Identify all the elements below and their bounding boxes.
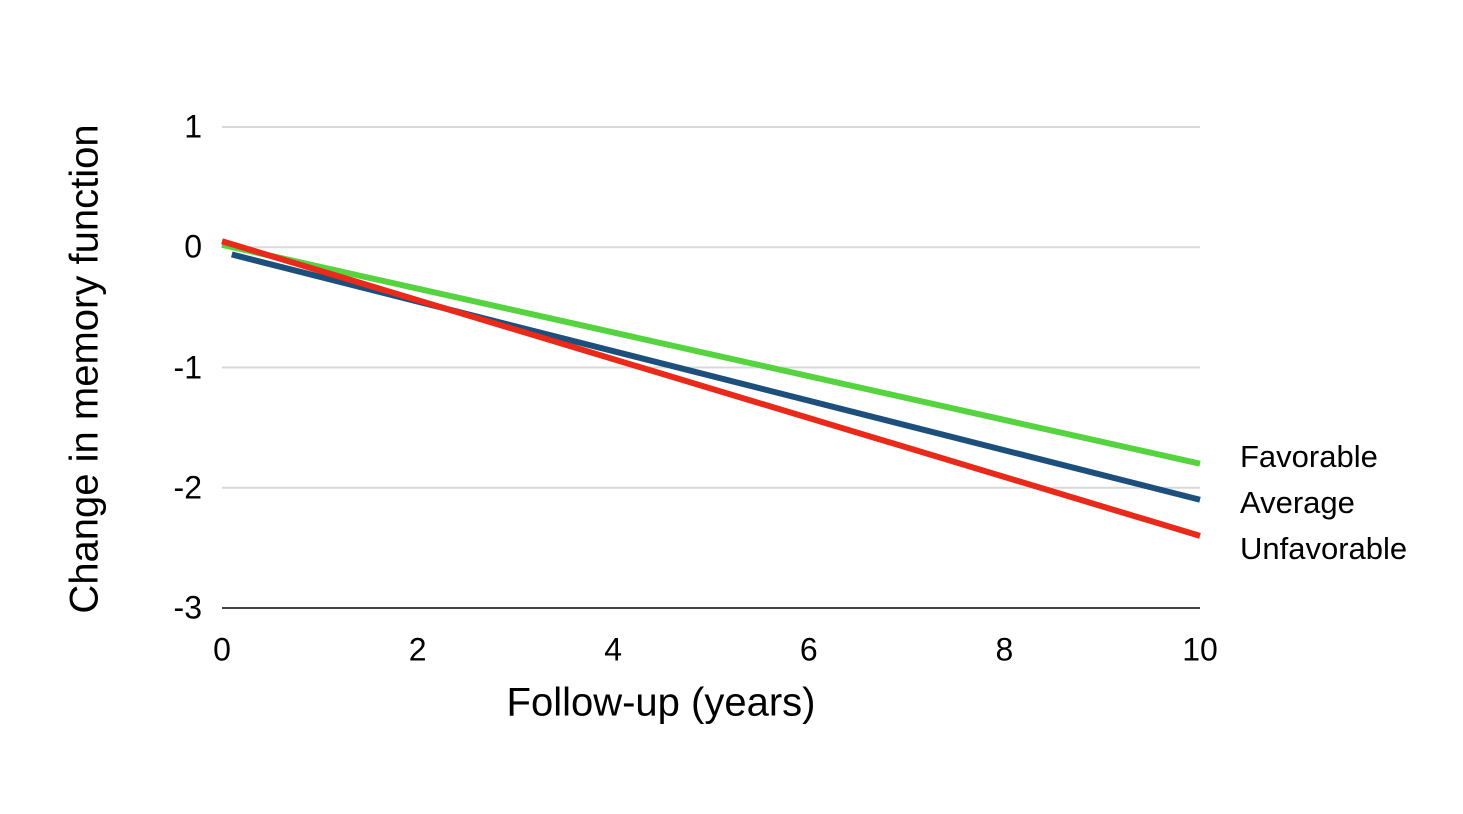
x-tick-label-8: 8 (995, 631, 1014, 668)
y-tick-label-0: 0 (184, 228, 202, 265)
y-axis-label: Change in memory function (62, 124, 107, 614)
series-line-unfavorable (221, 238, 1201, 539)
legend-label-average: Average (1240, 485, 1355, 520)
y-tick-label-1: 1 (184, 108, 202, 145)
series-line-average (231, 251, 1201, 503)
series-line-favorable (221, 241, 1201, 467)
x-tick-label-2: 2 (408, 631, 427, 668)
legend-label-favorable: Favorable (1240, 439, 1378, 474)
x-tick-label-6: 6 (799, 631, 818, 668)
legend-label-unfavorable: Unfavorable (1240, 531, 1408, 566)
y-tick-label--2: -2 (173, 469, 202, 506)
y-tick-label--3: -3 (173, 589, 202, 626)
x-tick-label-10: 10 (1182, 631, 1218, 668)
x-tick-label-4: 4 (604, 631, 623, 668)
y-tick-label--1: -1 (173, 349, 202, 385)
x-axis-label: Follow-up (years) (506, 680, 816, 725)
x-tick-label-0: 0 (213, 631, 231, 668)
